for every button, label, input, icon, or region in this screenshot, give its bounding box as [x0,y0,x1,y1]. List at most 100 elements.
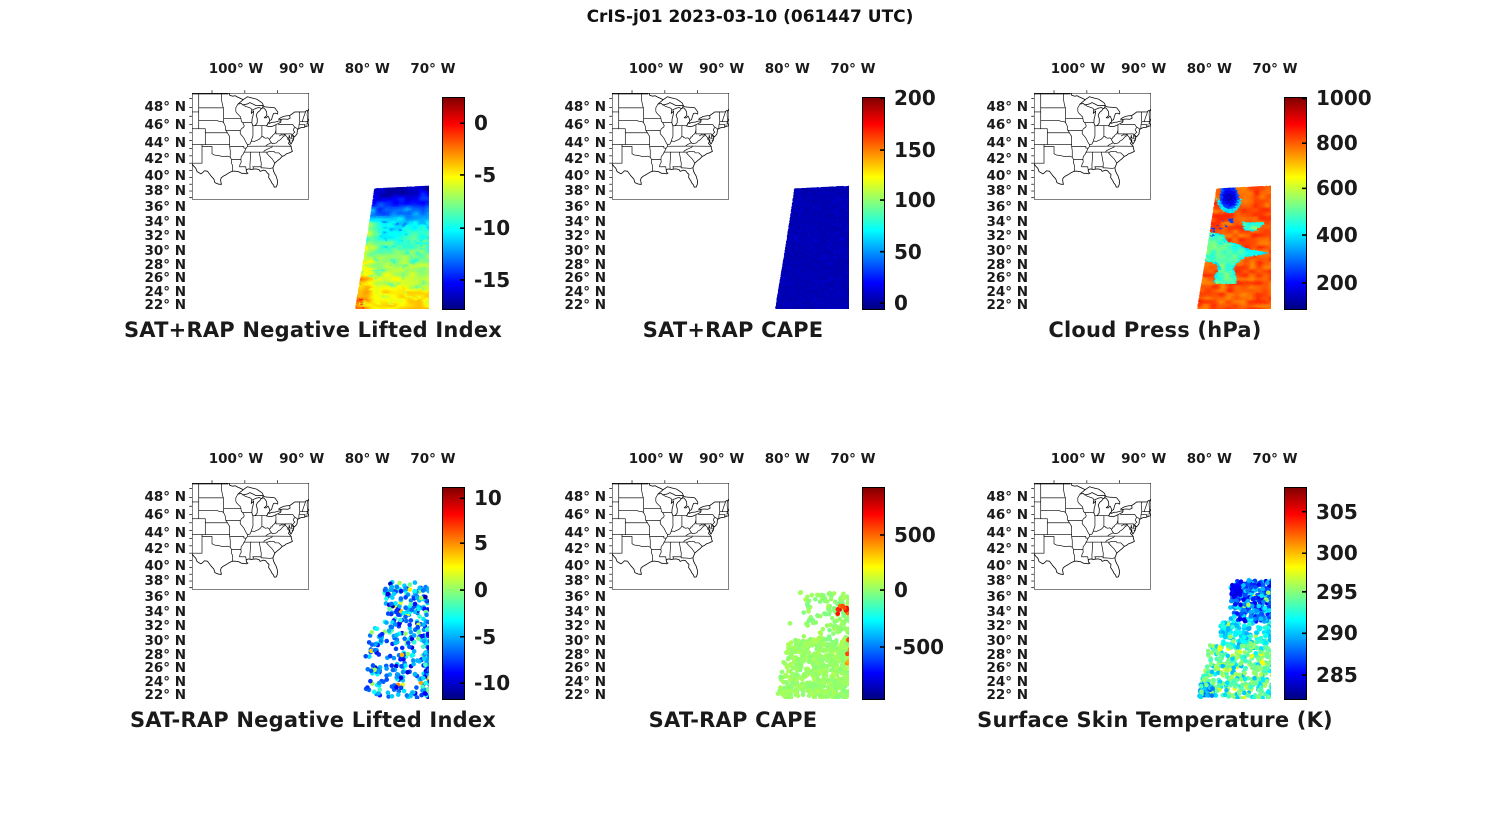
colorbar-tick-label: 0 [894,578,908,603]
colorbar-tick-label: 150 [894,138,936,163]
colorbar-tick-label: 400 [1316,223,1358,248]
lat-tick-label: 24° N [564,284,606,301]
lat-tick-label: 40° N [986,167,1028,184]
colorbar-tick-label: 800 [1316,131,1358,156]
lat-tick-label: 32° N [564,618,606,635]
lat-tick-label: 40° N [564,557,606,574]
lat-tick-label: 22° N [564,687,606,704]
lon-tick-label: 90° W [699,451,745,467]
colorbar-sat-plus-rap-cape [862,97,885,310]
lat-tick-label: 44° N [144,524,186,541]
lon-tick-label: 100° W [628,61,684,77]
lat-tick-label: 28° N [144,646,186,663]
lat-tick-label: 30° N [144,242,186,259]
lat-tick-label: 28° N [564,646,606,663]
lat-tick-label: 32° N [144,228,186,245]
colorbar-surface-skin-temperature [1284,487,1307,700]
panel-title: Surface Skin Temperature (K) [977,708,1333,732]
colorbar-tick-label: 5 [474,531,488,556]
lat-tick-label: 22° N [144,687,186,704]
lat-tick-label: 30° N [564,242,606,259]
lat-tick-label: 24° N [564,674,606,691]
panel-title: Cloud Press (hPa) [1048,318,1262,342]
colorbar-tick-label: 100 [894,188,936,213]
lat-tick-label: 36° N [564,198,606,215]
map-canvas-sat-plus-rap-negative-lifted-index [188,89,432,312]
colorbar-tick-label: 600 [1316,176,1358,201]
lat-tick-label: 26° N [144,270,186,287]
lon-tick-label: 70° W [410,451,456,467]
lat-tick-label: 38° N [986,183,1028,200]
lon-tick-label: 70° W [830,451,876,467]
colorbar-cloud-press [1284,97,1307,310]
colorbar-tick-label: 200 [894,86,936,111]
panel-title: SAT-RAP Negative Lifted Index [129,708,497,732]
lat-tick-label: 24° N [144,284,186,301]
colorbar-tick-label: 0 [474,111,488,136]
lat-tick-label: 32° N [986,618,1028,635]
lon-tick-label: 90° W [699,61,745,77]
lat-tick-label: 48° N [986,99,1028,116]
lat-tick-label: 34° N [986,213,1028,230]
lat-tick-label: 44° N [986,134,1028,151]
lon-tick-label: 70° W [830,61,876,77]
map-canvas-sat-plus-rap-cape [608,89,852,312]
lat-tick-label: 26° N [564,660,606,677]
lon-tick-label: 90° W [1121,61,1167,77]
colorbar-tick-label: -500 [894,634,945,659]
lat-tick-label: 36° N [144,588,186,605]
lat-tick-label: 42° N [144,151,186,168]
lon-tick-label: 90° W [279,451,325,467]
lat-tick-label: 38° N [986,573,1028,590]
colorbar-tick-label: 0 [474,578,488,603]
lat-tick-label: 42° N [986,541,1028,558]
lat-tick-label: 32° N [986,228,1028,245]
lat-tick-label: 30° N [564,632,606,649]
lat-tick-label: 22° N [986,687,1028,704]
lat-tick-label: 38° N [144,573,186,590]
lat-tick-label: 28° N [986,256,1028,273]
lat-tick-label: 46° N [564,117,606,134]
map-canvas-cloud-press [1030,89,1274,312]
figure-title: CrIS-j01 2023-03-10 (061447 UTC) [586,7,914,27]
lat-tick-label: 24° N [986,674,1028,691]
lat-tick-label: 48° N [564,489,606,506]
lat-tick-label: 30° N [144,632,186,649]
lat-tick-label: 40° N [144,167,186,184]
colorbar-tick-label: 50 [894,239,922,264]
lat-tick-label: 42° N [564,541,606,558]
colorbar-tick-label: -5 [474,624,497,649]
panel-title: SAT+RAP Negative Lifted Index [123,318,503,342]
colorbar-tick-label: 300 [1316,541,1358,566]
lon-tick-label: 80° W [344,451,390,467]
lat-tick-label: 34° N [564,213,606,230]
lat-tick-label: 28° N [564,256,606,273]
lat-tick-label: 36° N [564,588,606,605]
lat-tick-label: 38° N [144,183,186,200]
lat-tick-label: 22° N [986,297,1028,314]
colorbar-sat-minus-rap-cape [862,487,885,700]
lat-tick-label: 44° N [564,524,606,541]
lat-tick-label: 26° N [144,660,186,677]
colorbar-tick-label: -15 [474,267,511,292]
lat-tick-label: 40° N [144,557,186,574]
lon-tick-label: 70° W [1252,451,1298,467]
lon-tick-label: 80° W [1186,451,1232,467]
lat-tick-label: 48° N [564,99,606,116]
lat-tick-label: 46° N [144,117,186,134]
lat-tick-label: 40° N [986,557,1028,574]
lon-tick-label: 100° W [628,451,684,467]
lat-tick-label: 40° N [564,167,606,184]
panel-title: SAT-RAP CAPE [648,708,818,732]
lat-tick-label: 22° N [564,297,606,314]
lat-tick-label: 30° N [986,632,1028,649]
lat-tick-label: 34° N [144,213,186,230]
lat-tick-label: 28° N [986,646,1028,663]
panel-title: SAT+RAP CAPE [642,318,824,342]
lon-tick-label: 80° W [344,61,390,77]
lat-tick-label: 48° N [144,99,186,116]
colorbar-tick-label: 0 [894,291,908,316]
colorbar-tick-label: 1000 [1316,86,1372,111]
lat-tick-label: 44° N [564,134,606,151]
